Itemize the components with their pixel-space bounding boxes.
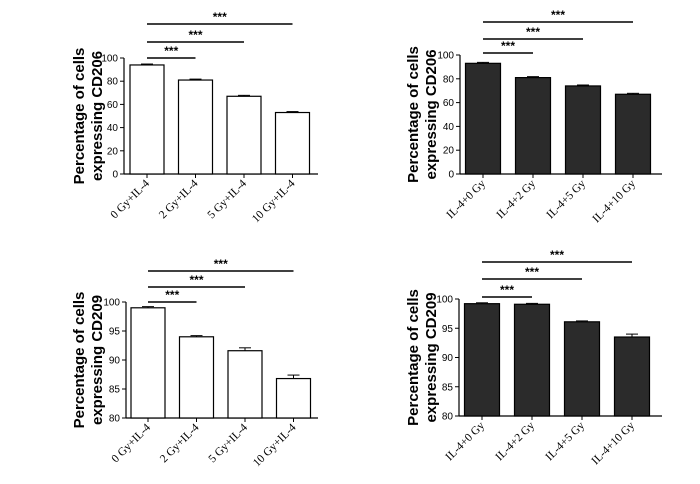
y-tick-label: 40: [443, 122, 455, 133]
y-tick-label: 80: [109, 414, 121, 425]
y-axis-label-line1: Percentage of cells: [405, 46, 422, 183]
x-tick-label: 0 Gy+IL-4: [110, 421, 154, 465]
significance-label: ***: [189, 273, 203, 287]
bar: [226, 95, 262, 175]
y-tick-label: 85: [442, 382, 454, 393]
bar: [513, 303, 551, 417]
y-tick-label: 20: [107, 146, 119, 157]
y-tick-label: 40: [107, 123, 119, 134]
significance-label: ***: [214, 257, 228, 271]
y-tick-label: 90: [109, 356, 121, 367]
x-tick-label: 10 Gy+IL-4: [251, 421, 299, 469]
bar: [129, 64, 165, 175]
x-tick-label: 5 Gy+IL-4: [206, 177, 250, 221]
x-tick-label: IL-4+10 Gy: [590, 177, 638, 225]
significance-label: ***: [526, 25, 540, 39]
bar: [227, 350, 263, 419]
y-tick-label: 80: [442, 412, 454, 423]
y-tick-label: 100: [436, 295, 453, 306]
chart-panel-3: Percentage of cells expressing CD209 80 85 9…: [71, 257, 318, 469]
bar: [178, 336, 215, 419]
bar: [130, 307, 166, 419]
significance-label: ***: [165, 288, 179, 302]
x-tick-label: IL-4+10 Gy: [589, 419, 637, 467]
chart-panel-4: Percentage of cells expressing CD209 80 85 9…: [405, 248, 662, 467]
y-tick-label: 90: [442, 353, 454, 364]
chart-panel-1: Percentage of cells expressing CD206 0 20 40…: [71, 10, 318, 225]
significance-label: ***: [213, 10, 227, 24]
x-tick-label: IL-4+2 Gy: [495, 177, 539, 221]
y-axis-label-line1: Percentage of cells: [71, 292, 88, 429]
y-tick-label: 80: [443, 74, 455, 85]
bar: [613, 336, 651, 417]
y-axis-label-line2: expressing CD206: [89, 51, 106, 181]
x-tick-label: 2 Gy+IL-4: [157, 177, 201, 221]
x-tick-label: IL-4+2 Gy: [494, 419, 538, 463]
x-tick-label: IL-4+5 Gy: [545, 177, 589, 221]
y-axis-label-line1: Percentage of cells: [71, 48, 88, 185]
x-tick-label: IL-4+0 Gy: [445, 177, 489, 221]
x-tick-label: 5 Gy+IL-4: [207, 421, 251, 465]
chart-panel-2: Percentage of cells expressing CD206 0 20 40…: [405, 8, 662, 225]
y-tick-label: 100: [103, 298, 120, 309]
y-tick-label: 95: [442, 324, 454, 335]
bar: [275, 377, 312, 419]
y-axis-label-line2: expressing CD209: [423, 292, 440, 422]
y-tick-label: 20: [443, 146, 455, 157]
bar: [563, 321, 601, 417]
x-tick-label: IL-4+5 Gy: [544, 419, 588, 463]
y-tick-label: 100: [437, 51, 454, 62]
y-tick-label: 60: [107, 100, 119, 111]
x-tick-label: 0 Gy+IL-4: [109, 177, 153, 221]
x-tick-label: IL-4+0 Gy: [444, 419, 488, 463]
x-tick-label: 10 Gy+IL-4: [250, 177, 298, 225]
bar: [464, 62, 502, 175]
y-tick-label: 85: [109, 385, 121, 396]
bar: [177, 79, 214, 175]
significance-label: ***: [551, 8, 565, 22]
y-tick-label: 0: [448, 170, 454, 181]
y-tick-label: 0: [112, 170, 118, 181]
bar: [463, 303, 501, 417]
bar: [274, 111, 311, 175]
y-tick-label: 80: [107, 77, 119, 88]
y-tick-label: 95: [109, 327, 121, 338]
y-axis-label-line1: Percentage of cells: [405, 289, 422, 426]
significance-label: ***: [500, 283, 514, 297]
significance-label: ***: [525, 265, 539, 279]
y-tick-label: 100: [101, 54, 118, 65]
bar: [514, 77, 552, 175]
y-tick-label: 60: [443, 98, 455, 109]
bar: [614, 93, 652, 175]
y-axis-label-line2: expressing CD209: [89, 295, 106, 425]
significance-label: ***: [188, 28, 202, 42]
significance-label: ***: [501, 39, 515, 53]
y-axis-label-line2: expressing CD206: [423, 49, 440, 179]
x-tick-label: 2 Gy+IL-4: [158, 421, 202, 465]
significance-label: ***: [550, 248, 564, 262]
bar: [564, 85, 602, 175]
significance-label: ***: [164, 44, 178, 58]
